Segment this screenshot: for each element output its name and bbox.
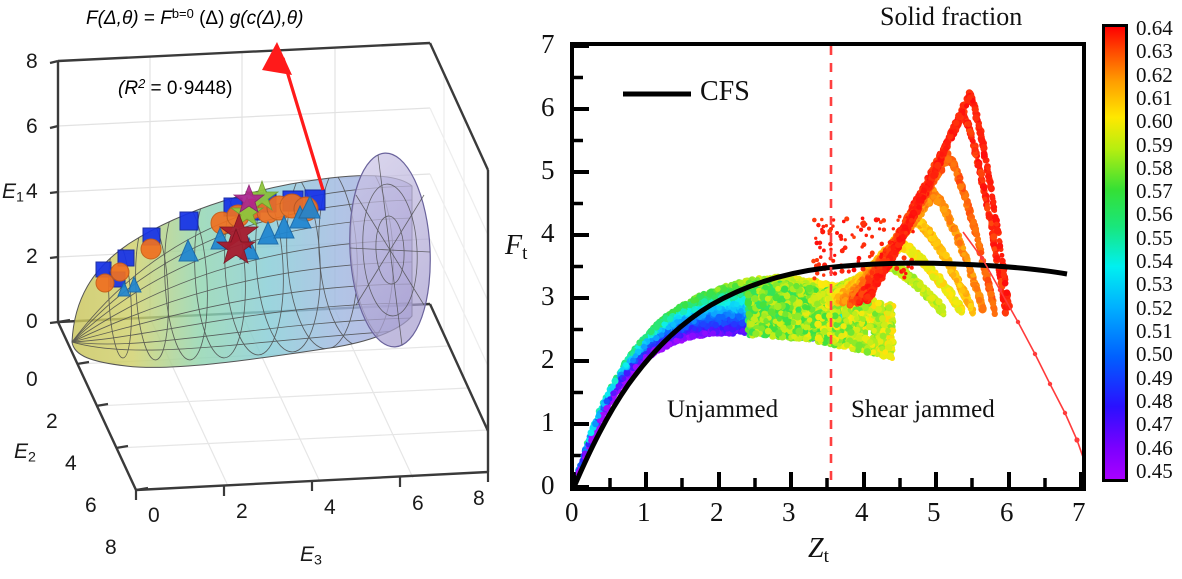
tick-e1-6: 6 (26, 115, 38, 138)
colorbar-title: Solid fraction (880, 2, 1023, 31)
axis-ticks-e3 (134, 472, 490, 500)
plot-3d-svg (49, 41, 490, 500)
scatter-points-lower-branch (575, 89, 1013, 477)
x-axis-minor-ticks (608, 478, 1047, 487)
equation-delta: (Δ) (199, 7, 225, 29)
tick-e3-8: 8 (473, 487, 485, 510)
tick-e2-8: 8 (105, 536, 117, 559)
tick-e2-6: 6 (85, 494, 97, 517)
surface-equation: F(Δ,θ) = Fb=0 (Δ) g(c(Δ),θ) (86, 6, 303, 30)
axis-label-e2: E2 (14, 440, 36, 466)
axis-grid-rightwall (429, 42, 489, 381)
tick-e3-2: 2 (236, 500, 248, 523)
tick-e3-4: 4 (324, 496, 336, 519)
tick-e1-2: 2 (26, 245, 38, 268)
equation-g: g(c(Δ),θ) (229, 7, 304, 29)
y-axis-major-ticks (574, 44, 589, 489)
star-markers (215, 179, 280, 264)
tick-e3-6: 6 (412, 492, 424, 515)
scatter-plot-svg (572, 44, 1083, 489)
scatter-point (716, 305, 723, 311)
tick-e2-4: 4 (65, 452, 77, 475)
tick-e2-0: 0 (26, 368, 38, 391)
equation-F: Fb=0 (160, 6, 194, 29)
equation-equals: = (143, 7, 155, 29)
scatter-point (659, 332, 665, 338)
tick-e1-0: 0 (26, 310, 38, 333)
axis-ticks-e2 (57, 318, 149, 492)
panel-3d-yield-surface: F(Δ,θ) = Fb=0 (Δ) g(c(Δ),θ) (R2 = 0·9448… (0, 0, 500, 579)
tick-e1-4: 4 (26, 180, 38, 203)
tick-e3-0: 0 (148, 504, 160, 527)
axis-ticks-e1 (49, 59, 59, 325)
axis-label-e3: E3 (300, 543, 322, 569)
plot-data-area (574, 46, 1082, 487)
tick-e2-2: 2 (46, 410, 58, 433)
axis-label-e1: E1 (2, 180, 24, 206)
scatter-point (640, 343, 647, 350)
red-arrow (262, 42, 325, 191)
panel-scatter: Solid fraction (495, 0, 1182, 579)
equation-lhs: F(Δ,θ) (86, 7, 139, 29)
yield-surface-3d (71, 152, 431, 368)
data-markers-3d (95, 179, 326, 297)
equation-F-superscript: b=0 (171, 6, 194, 21)
scatter-point (721, 286, 727, 292)
r-squared-annotation: (R2 = 0·9448) (118, 76, 233, 99)
y-axis-minor-ticks (574, 75, 583, 458)
tick-e1-8: 8 (26, 50, 38, 73)
